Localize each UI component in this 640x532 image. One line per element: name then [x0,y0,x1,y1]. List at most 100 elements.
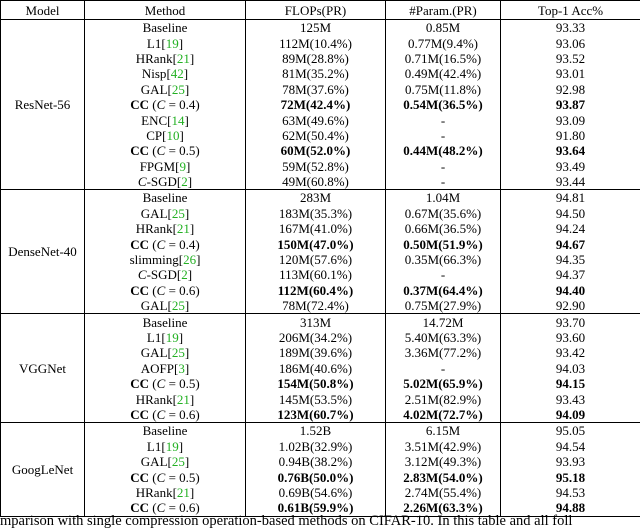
method-cell: HRank[21] [84,221,246,237]
acc-cell: 94.54 [500,438,640,454]
params-cell: 0.50M(51.9%) [385,236,501,252]
method-cell: GAL[25] [84,453,246,470]
acc-cell: 94.09 [500,406,640,423]
acc-cell: 94.50 [500,205,640,222]
method-cell: CC (C = 0.6) [84,500,246,517]
acc-cell: 93.87 [500,96,640,113]
method-cell: FPGM[9] [84,158,246,174]
params-cell: 4.02M(72.7%) [385,406,501,423]
method-cell: L1[19] [84,35,246,51]
flops-cell: 167M(41.0%) [245,221,386,237]
results-table: Model Method FLOPs(PR) #Param.(PR) Top-1… [0,0,640,517]
model-cell: GoogLeNet [0,422,85,517]
table-row: L1[19] 1.02B(32.9%) 3.51M(42.9%) 94.54 [1,438,640,454]
params-cell: - [385,127,501,144]
params-cell: - [385,267,501,283]
acc-cell: 93.01 [500,66,640,82]
method-cell: CC (C = 0.6) [84,282,246,299]
flops-cell: 60M(52.0%) [245,143,386,159]
params-cell: 14.72M [385,313,501,330]
model-cell: DenseNet-40 [0,189,85,315]
flops-cell: 123M(60.7%) [245,406,386,423]
method-cell: CP[10] [84,127,246,144]
flops-cell: 154M(50.8%) [245,375,386,392]
header-row: Model Method FLOPs(PR) #Param.(PR) Top-1… [0,0,640,20]
acc-cell: 94.24 [500,221,640,237]
acc-cell: 94.37 [500,267,640,283]
params-cell: 0.71M(16.5%) [385,50,501,67]
table-row: C-SGD[2] 49M(60.8%) -93.44 [1,173,640,190]
acc-cell: 93.70 [500,313,640,330]
flops-cell: 72M(42.4%) [245,96,386,113]
flops-cell: 63M(49.6%) [245,112,386,128]
method-cell: CC (C = 0.4) [84,236,246,252]
params-cell: 0.44M(48.2%) [385,143,501,159]
table-row: CC (C = 0.4) 72M(42.4%) 0.54M(36.5%) 93.87 [1,96,640,113]
method-cell: HRank[21] [84,484,246,501]
table-row: GAL[25] 183M(35.3%) 0.67M(35.6%) 94.50 [1,205,640,222]
params-cell: 2.83M(54.0%) [385,469,501,485]
params-cell: 0.85M [385,19,501,36]
flops-cell: 120M(57.6%) [245,251,386,268]
method-cell: C-SGD[2] [84,267,246,283]
params-cell: - [385,158,501,174]
flops-cell: 49M(60.8%) [245,173,386,190]
params-cell: 0.77M(9.4%) [385,35,501,51]
table-row: slimming[26] 120M(57.6%) 0.35M(66.3%) 94.35 [1,251,640,268]
flops-cell: 145M(53.5%) [245,391,386,407]
acc-cell: 93.44 [500,173,640,190]
method-cell: L1[19] [84,438,246,454]
acc-cell: 93.43 [500,391,640,407]
method-cell: GAL[25] [84,205,246,222]
flops-cell: 112M(10.4%) [245,35,386,51]
acc-cell: 94.40 [500,282,640,299]
method-cell: C-SGD[2] [84,173,246,190]
header-cell: FLOPs(PR) [245,0,386,20]
flops-cell: 150M(47.0%) [245,236,386,252]
flops-cell: 283M [245,189,386,206]
params-cell: - [385,173,501,190]
flops-cell: 206M(34.2%) [245,329,386,346]
header-cell: Model [0,0,85,20]
acc-cell: 94.03 [500,360,640,376]
acc-cell: 93.06 [500,35,640,51]
flops-cell: 189M(39.6%) [245,345,386,361]
flops-cell: 0.94B(38.2%) [245,453,386,470]
method-cell: Baseline [84,19,246,36]
flops-cell: 113M(60.1%) [245,267,386,283]
acc-cell: 92.90 [500,298,640,314]
params-cell: 2.51M(82.9%) [385,391,501,407]
header-cell: Method [84,0,246,20]
table-row: L1[19] 206M(34.2%) 5.40M(63.3%) 93.60 [1,329,640,346]
params-cell: - [385,360,501,376]
method-cell: slimming[26] [84,251,246,268]
acc-cell: 94.67 [500,236,640,252]
params-cell: 3.12M(49.3%) [385,453,501,470]
table-body: ResNet-56 Baseline 125M 0.85M 93.33 L1[19] 112… [0,18,640,517]
caption: mparison with single compression operati… [0,513,573,529]
table-row: CP[10] 62M(50.4%) -91.80 [1,127,640,144]
table-row: CC (C = 0.6) 123M(60.7%) 4.02M(72.7%) 94.09 [1,406,640,423]
method-cell: GAL[25] [84,298,246,314]
table-row: HRank[21] 0.69B(54.6%) 2.74M(55.4%) 94.53 [1,484,640,501]
params-cell: 0.75M(11.8%) [385,81,501,97]
method-cell: CC (C = 0.5) [84,375,246,392]
method-cell: HRank[21] [84,391,246,407]
flops-cell: 0.69B(54.6%) [245,484,386,501]
flops-cell: 125M [245,19,386,36]
table-row: CC (C = 0.6) 112M(60.4%) 0.37M(64.4%) 94.40 [1,282,640,299]
table-row: GAL[25] 0.94B(38.2%) 3.12M(49.3%) 93.93 [1,453,640,470]
method-cell: AOFP[3] [84,360,246,376]
table-row: CC (C = 0.5) 60M(52.0%) 0.44M(48.2%) 93.64 [1,143,640,159]
table-row: C-SGD[2] 113M(60.1%) -94.37 [1,267,640,283]
acc-cell: 94.88 [500,500,640,517]
flops-cell: 59M(52.8%) [245,158,386,174]
table-row: GAL[25] 189M(39.6%) 3.36M(77.2%) 93.42 [1,345,640,361]
method-cell: ENC[14] [84,112,246,128]
table-row: ResNet-56 Baseline 125M 0.85M 93.33 [0,18,640,191]
params-cell: 0.66M(36.5%) [385,221,501,237]
table-row: ENC[14] 63M(49.6%) -93.09 [1,112,640,128]
flops-cell: 0.76B(50.0%) [245,469,386,485]
method-cell: L1[19] [84,329,246,346]
